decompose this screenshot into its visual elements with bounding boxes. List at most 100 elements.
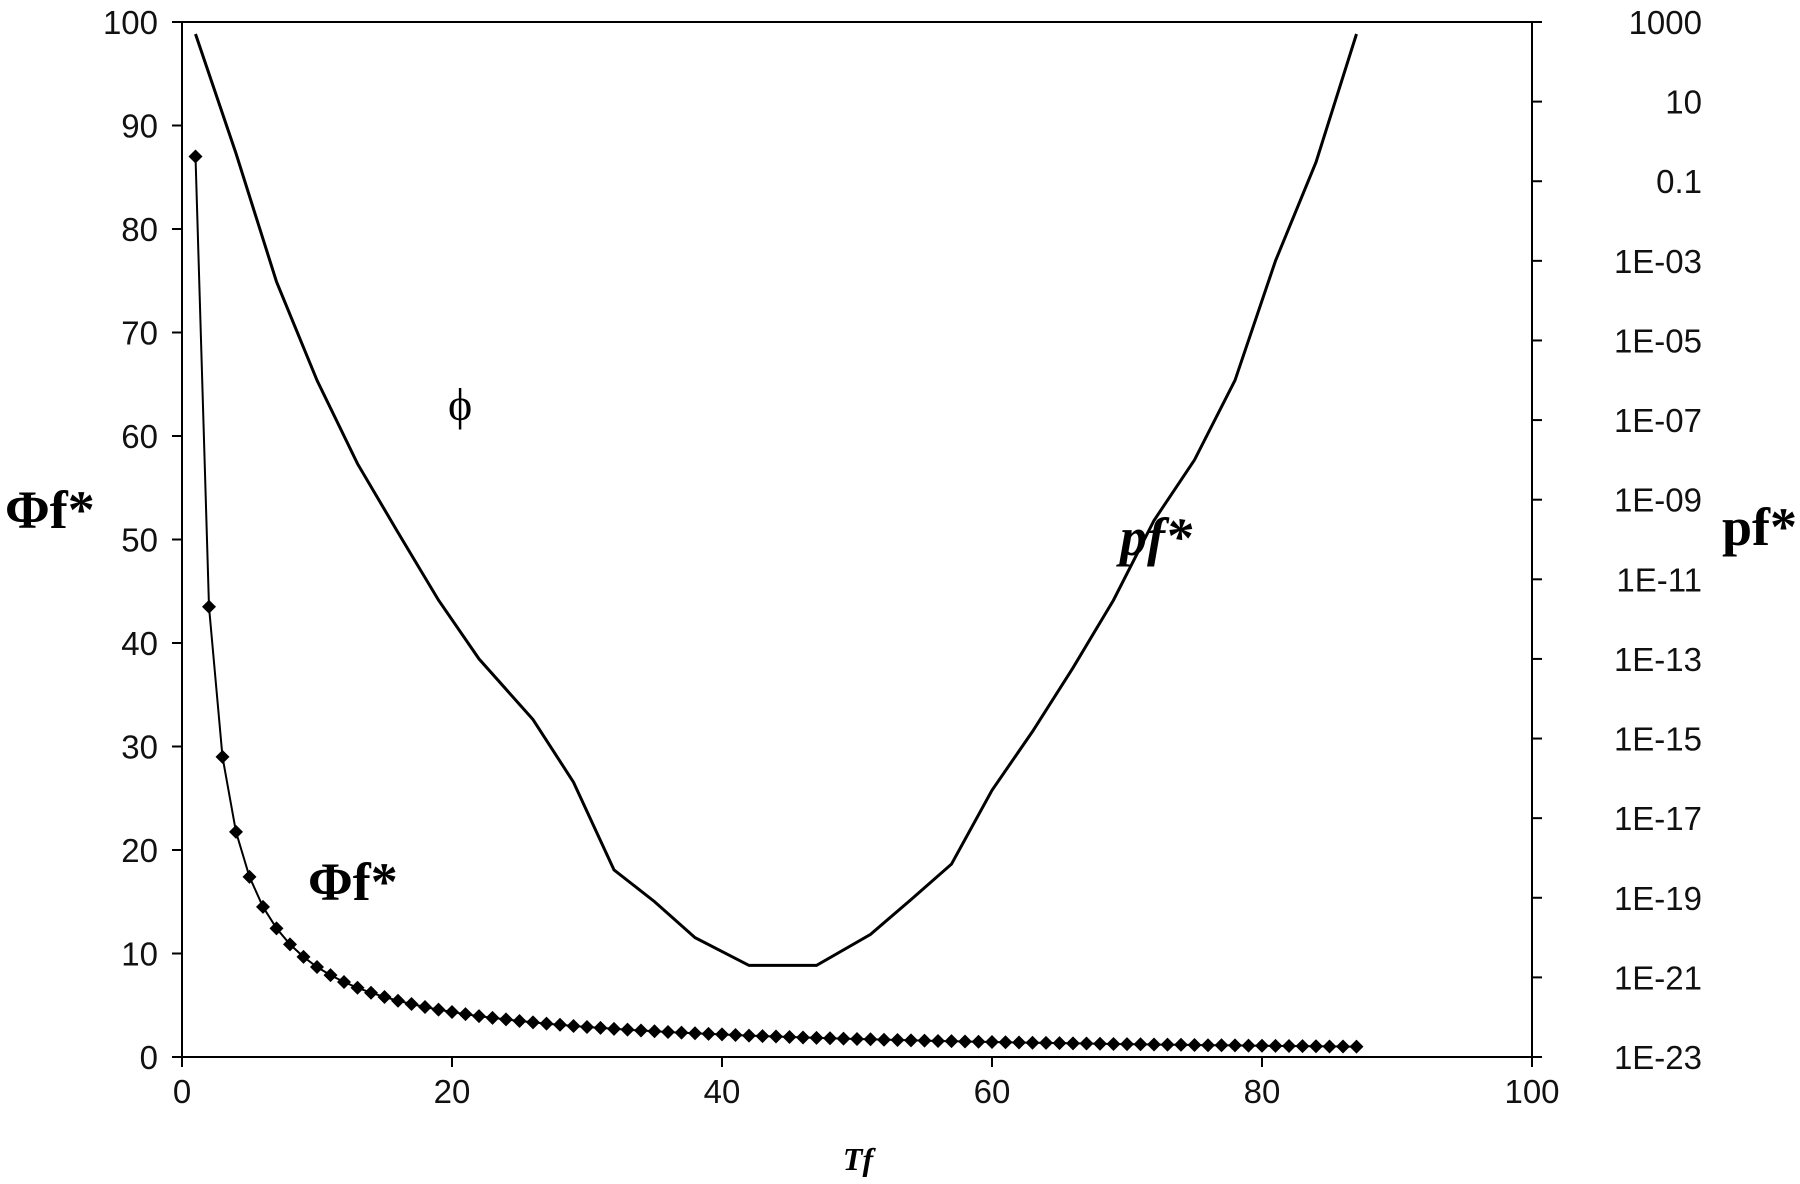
data-point-phi-f bbox=[1147, 1037, 1161, 1052]
data-point-phi-f bbox=[796, 1030, 810, 1045]
data-point-phi-f bbox=[229, 824, 243, 839]
data-point-phi-f bbox=[1012, 1035, 1026, 1050]
data-point-phi-f bbox=[512, 1013, 527, 1028]
x-tick-label: 20 bbox=[434, 1073, 471, 1110]
data-point-phi-f bbox=[836, 1031, 851, 1046]
data-point-phi-f bbox=[701, 1026, 716, 1041]
data-point-phi-f bbox=[998, 1035, 1013, 1050]
right-y-tick-label: 1E-07 bbox=[1614, 402, 1702, 439]
data-point-phi-f bbox=[877, 1032, 891, 1047]
data-point-phi-f bbox=[445, 1004, 459, 1019]
data-point-phi-f bbox=[539, 1016, 554, 1031]
data-point-phi-f bbox=[1268, 1038, 1283, 1053]
right-y-tick-label: 1000 bbox=[1629, 4, 1702, 41]
data-point-phi-f bbox=[1295, 1039, 1310, 1054]
data-point-phi-f bbox=[202, 599, 216, 614]
x-axis: 0 20 40 60 80 100 bbox=[173, 1057, 1560, 1110]
data-point-phi-f bbox=[728, 1028, 743, 1043]
data-point-phi-f bbox=[580, 1019, 594, 1034]
data-point-phi-f bbox=[269, 921, 284, 936]
data-point-phi-f bbox=[377, 989, 392, 1004]
left-y-tick-label: 70 bbox=[121, 315, 158, 352]
data-point-phi-f bbox=[526, 1015, 540, 1030]
data-point-phi-f bbox=[593, 1020, 608, 1035]
data-point-phi-f bbox=[1120, 1037, 1134, 1052]
data-point-phi-f bbox=[917, 1033, 932, 1048]
left-y-tick-label: 100 bbox=[103, 4, 158, 41]
left-y-tick-label: 50 bbox=[121, 522, 158, 559]
data-point-phi-f bbox=[364, 985, 378, 1000]
data-point-phi-f bbox=[634, 1023, 648, 1038]
annotation-phi-f: Φf* bbox=[308, 852, 398, 912]
data-point-phi-f bbox=[1255, 1038, 1269, 1053]
data-point-phi-f bbox=[755, 1029, 770, 1044]
data-point-phi-f bbox=[1336, 1039, 1350, 1054]
data-point-phi-f bbox=[1106, 1036, 1121, 1051]
data-point-phi-f bbox=[337, 974, 351, 989]
data-point-phi-f bbox=[1201, 1038, 1215, 1053]
right-y-tick-label: 1E-23 bbox=[1614, 1039, 1702, 1076]
data-point-phi-f bbox=[499, 1012, 513, 1027]
data-point-phi-f bbox=[1025, 1035, 1040, 1050]
left-y-tick-label: 30 bbox=[121, 729, 158, 766]
data-point-phi-f bbox=[566, 1018, 581, 1033]
data-point-phi-f bbox=[809, 1030, 824, 1045]
data-point-phi-f bbox=[1039, 1035, 1053, 1050]
data-point-phi-f bbox=[296, 949, 311, 964]
data-point-phi-f bbox=[742, 1028, 756, 1043]
data-point-phi-f bbox=[715, 1027, 729, 1042]
x-tick-label: 60 bbox=[974, 1073, 1011, 1110]
data-point-phi-f bbox=[931, 1033, 945, 1048]
data-point-phi-f bbox=[310, 959, 324, 974]
series-layer bbox=[188, 33, 1364, 1054]
left-y-tick-label: 20 bbox=[121, 832, 158, 869]
right-y-tick-label: 1E-05 bbox=[1614, 322, 1702, 359]
right-y-tick-label: 1E-19 bbox=[1614, 880, 1702, 917]
data-point-phi-f bbox=[1349, 1039, 1364, 1054]
data-point-phi-f bbox=[431, 1002, 446, 1017]
data-point-phi-f bbox=[1214, 1038, 1229, 1053]
data-point-phi-f bbox=[188, 149, 203, 164]
data-point-phi-f bbox=[1187, 1037, 1202, 1052]
data-point-phi-f bbox=[971, 1034, 986, 1049]
left-y-tick-label: 40 bbox=[121, 625, 158, 662]
right-y-tick-label: 0.1 bbox=[1656, 163, 1702, 200]
data-point-phi-f bbox=[850, 1031, 864, 1046]
data-point-phi-f bbox=[1133, 1037, 1148, 1052]
data-point-phi-f bbox=[823, 1031, 837, 1046]
data-point-phi-f bbox=[323, 968, 338, 983]
data-point-phi-f bbox=[1228, 1038, 1242, 1053]
data-point-phi-f bbox=[256, 899, 270, 914]
data-point-phi-f bbox=[1241, 1038, 1256, 1053]
left-y-tick-label: 0 bbox=[140, 1039, 158, 1076]
data-point-phi-f bbox=[242, 869, 257, 884]
x-tick-label: 0 bbox=[173, 1073, 191, 1110]
right-y-tick-label: 1E-17 bbox=[1614, 800, 1702, 837]
left-axis-label: Φf* bbox=[5, 480, 95, 540]
data-point-phi-f bbox=[458, 1007, 473, 1022]
data-point-phi-f bbox=[1160, 1037, 1175, 1052]
left-y-tick-label: 80 bbox=[121, 211, 158, 248]
data-point-phi-f bbox=[769, 1029, 783, 1044]
data-point-phi-f bbox=[890, 1033, 905, 1048]
x-axis-label: Tf bbox=[843, 1141, 877, 1177]
right-y-tick-label: 1E-21 bbox=[1614, 959, 1702, 996]
data-point-phi-f bbox=[1174, 1037, 1188, 1052]
data-point-phi-f bbox=[674, 1025, 689, 1040]
data-point-phi-f bbox=[904, 1033, 918, 1048]
data-point-phi-f bbox=[1309, 1039, 1323, 1054]
left-y-tick-label: 90 bbox=[121, 108, 158, 145]
series-line-phi-f bbox=[194, 156, 1357, 1048]
data-point-phi-f bbox=[688, 1026, 702, 1041]
data-point-phi-f bbox=[863, 1032, 878, 1047]
data-point-phi-f bbox=[485, 1010, 500, 1025]
data-point-phi-f bbox=[1093, 1036, 1107, 1051]
data-point-phi-f bbox=[985, 1034, 999, 1049]
data-point-phi-f bbox=[661, 1024, 675, 1039]
series-line-pf bbox=[194, 33, 1358, 967]
x-tick-label: 40 bbox=[704, 1073, 741, 1110]
right-y-tick-label: 1E-11 bbox=[1616, 561, 1702, 598]
data-point-phi-f bbox=[607, 1021, 621, 1036]
data-point-phi-f bbox=[283, 937, 297, 952]
data-point-phi-f bbox=[620, 1022, 635, 1037]
